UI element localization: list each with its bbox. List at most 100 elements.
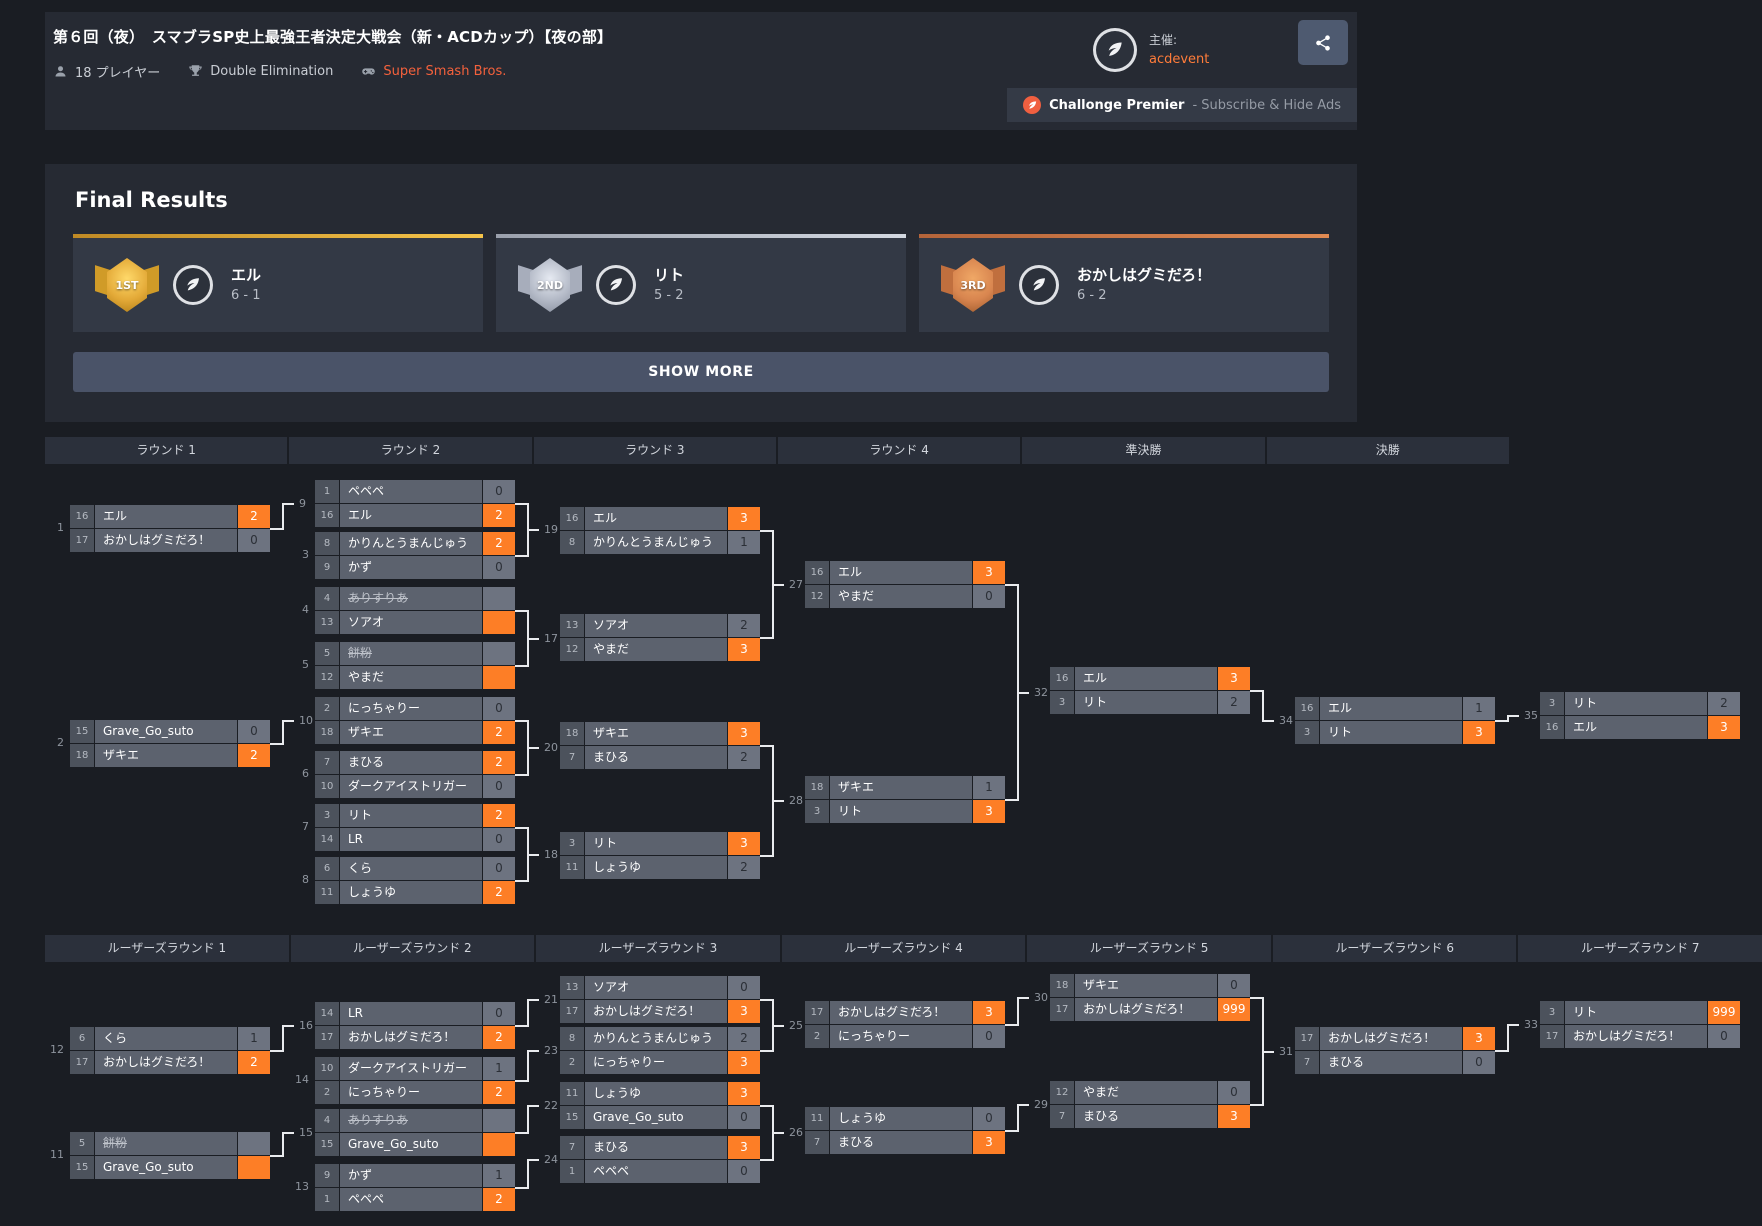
player-row[interactable]: 10 ダークアイストリガー 0	[315, 775, 515, 798]
player-row[interactable]: 3 リト 2	[1540, 692, 1740, 715]
game-link[interactable]: Super Smash Bros.	[361, 64, 506, 79]
match[interactable]: 11 5 餅粉 15 Grave_Go_suto	[50, 1132, 270, 1180]
match[interactable]: 17 おかしはグミだろ！ 3 2 にっちゃりー 0	[805, 1001, 1005, 1049]
player-row[interactable]: 9 かず 0	[315, 556, 515, 579]
player-row[interactable]: 11 しょうゆ 0	[805, 1107, 1005, 1130]
player-row[interactable]: 13 ソアオ	[315, 611, 515, 634]
player-row[interactable]: 12 やまだ 3	[560, 638, 760, 661]
player-row[interactable]: 12 やまだ	[315, 666, 515, 689]
player-row[interactable]: 17 おかしはグミだろ！ 0	[70, 529, 270, 552]
match[interactable]: 3 8 かりんとうまんじゅう 2 9 かず 0	[302, 532, 515, 580]
match[interactable]: 7 3 リト 2 14 LR 0	[302, 804, 515, 852]
player-row[interactable]: 12 やまだ 0	[1050, 1081, 1250, 1104]
match[interactable]: 4 ありすりあ 15 Grave_Go_suto	[315, 1109, 515, 1157]
player-row[interactable]: 3 リト 999	[1540, 1001, 1740, 1024]
player-row[interactable]: 8 かりんとうまんじゅう 1	[560, 531, 760, 554]
player-row[interactable]: 15 Grave_Go_suto 0	[560, 1106, 760, 1129]
player-row[interactable]: 3 リト 3	[560, 832, 760, 855]
match[interactable]: 1 ペペペ 0 16 エル 2	[315, 480, 515, 528]
organizer-avatar[interactable]	[1093, 28, 1137, 72]
player-row[interactable]: 3 リト 2	[1050, 691, 1250, 714]
player-row[interactable]: 8 かりんとうまんじゅう 2	[315, 532, 515, 555]
placement-card-2nd[interactable]: 2ND リト 5 - 2	[496, 234, 906, 332]
player-row[interactable]: 15 Grave_Go_suto	[70, 1156, 270, 1179]
match[interactable]: 18 ザキエ 0 17 おかしはグミだろ！ 999	[1050, 974, 1250, 1022]
match[interactable]: 13 ソアオ 2 12 やまだ 3	[560, 614, 760, 662]
player-row[interactable]: 7 まひる 3	[1050, 1105, 1250, 1128]
player-row[interactable]: 16 エル 2	[315, 504, 515, 527]
player-row[interactable]: 14 LR 0	[315, 828, 515, 851]
player-row[interactable]: 7 まひる 2	[560, 746, 760, 769]
match[interactable]: 13 9 かず 1 1 ペペペ 2	[295, 1164, 515, 1212]
player-row[interactable]: 5 餅粉	[70, 1132, 270, 1155]
player-row[interactable]: 18 ザキエ 2	[315, 721, 515, 744]
player-row[interactable]: 2 にっちゃりー 0	[315, 697, 515, 720]
match[interactable]: 11 しょうゆ 0 7 まひる 3	[805, 1107, 1005, 1155]
player-row[interactable]: 1 ペペペ 0	[560, 1160, 760, 1183]
match[interactable]: 16 エル 3 12 やまだ 0	[805, 561, 1005, 609]
match[interactable]: 1 16 エル 2 17 おかしはグミだろ！ 0	[57, 505, 270, 553]
player-row[interactable]: 2 にっちゃりー 0	[805, 1025, 1005, 1048]
player-row[interactable]: 7 まひる 0	[1295, 1051, 1495, 1074]
player-row[interactable]: 13 ソアオ 2	[560, 614, 760, 637]
player-row[interactable]: 14 LR 0	[315, 1002, 515, 1025]
match[interactable]: 5 5 餅粉 12 やまだ	[302, 642, 515, 690]
match[interactable]: 16 エル 3 3 リト 2	[1050, 667, 1250, 715]
player-row[interactable]: 18 ザキエ 2	[70, 744, 270, 767]
player-row[interactable]: 7 まひる 3	[805, 1131, 1005, 1154]
match[interactable]: 3 リト 999 17 おかしはグミだろ！ 0	[1540, 1001, 1740, 1049]
match[interactable]: 16 エル 1 3 リト 3	[1295, 697, 1495, 745]
player-row[interactable]: 17 おかしはグミだろ！ 2	[315, 1026, 515, 1049]
host-link[interactable]: acdevent	[1149, 52, 1210, 67]
player-row[interactable]: 17 おかしはグミだろ！ 999	[1050, 998, 1250, 1021]
match[interactable]: 16 エル 3 8 かりんとうまんじゅう 1	[560, 507, 760, 555]
player-row[interactable]: 18 ザキエ 0	[1050, 974, 1250, 997]
player-row[interactable]: 13 ソアオ 0	[560, 976, 760, 999]
player-row[interactable]: 12 やまだ 0	[805, 585, 1005, 608]
premier-banner[interactable]: Challonge Premier - Subscribe & Hide Ads	[1007, 88, 1357, 122]
match[interactable]: 8 6 くら 0 11 しょうゆ 2	[302, 857, 515, 905]
player-row[interactable]: 7 まひる 2	[315, 751, 515, 774]
match[interactable]: 2 15 Grave_Go_suto 0 18 ザキエ 2	[57, 720, 270, 768]
player-row[interactable]: 1 ペペペ 2	[315, 1188, 515, 1211]
player-row[interactable]: 1 ペペペ 0	[315, 480, 515, 503]
player-row[interactable]: 7 まひる 3	[560, 1136, 760, 1159]
player-row[interactable]: 17 おかしはグミだろ！ 3	[1295, 1027, 1495, 1050]
player-row[interactable]: 15 Grave_Go_suto	[315, 1133, 515, 1156]
match[interactable]: 4 4 ありすりあ 13 ソアオ	[302, 587, 515, 635]
match[interactable]: 12 やまだ 0 7 まひる 3	[1050, 1081, 1250, 1129]
player-row[interactable]: 11 しょうゆ 3	[560, 1082, 760, 1105]
player-row[interactable]: 11 しょうゆ 2	[560, 856, 760, 879]
match[interactable]: 6 7 まひる 2 10 ダークアイストリガー 0	[302, 751, 515, 799]
player-row[interactable]: 9 かず 1	[315, 1164, 515, 1187]
player-row[interactable]: 2 にっちゃりー 3	[560, 1051, 760, 1074]
player-row[interactable]: 3 リト 3	[1295, 721, 1495, 744]
player-row[interactable]: 16 エル 3	[560, 507, 760, 530]
player-row[interactable]: 17 おかしはグミだろ！ 0	[1540, 1025, 1740, 1048]
player-row[interactable]: 4 ありすりあ	[315, 587, 515, 610]
match[interactable]: 13 ソアオ 0 17 おかしはグミだろ！ 3	[560, 976, 760, 1024]
player-row[interactable]: 6 くら 0	[315, 857, 515, 880]
match[interactable]: 8 かりんとうまんじゅう 2 2 にっちゃりー 3	[560, 1027, 760, 1075]
show-more-button[interactable]: SHOW MORE	[73, 352, 1329, 392]
placement-card-3rd[interactable]: 3RD おかしはグミだろ！ 6 - 2	[919, 234, 1329, 332]
player-row[interactable]: 3 リト 3	[805, 800, 1005, 823]
player-row[interactable]: 10 ダークアイストリガー 1	[315, 1057, 515, 1080]
match[interactable]: 14 10 ダークアイストリガー 1 2 にっちゃりー 2	[295, 1057, 515, 1105]
player-row[interactable]: 16 エル 3	[805, 561, 1005, 584]
player-row[interactable]: 5 餅粉	[315, 642, 515, 665]
player-row[interactable]: 16 エル 3	[1540, 716, 1740, 739]
match[interactable]: 14 LR 0 17 おかしはグミだろ！ 2	[315, 1002, 515, 1050]
player-row[interactable]: 2 にっちゃりー 2	[315, 1081, 515, 1104]
player-row[interactable]: 15 Grave_Go_suto 0	[70, 720, 270, 743]
player-row[interactable]: 17 おかしはグミだろ！ 2	[70, 1051, 270, 1074]
player-row[interactable]: 4 ありすりあ	[315, 1109, 515, 1132]
player-row[interactable]: 16 エル 2	[70, 505, 270, 528]
match[interactable]: 3 リト 2 16 エル 3	[1540, 692, 1740, 740]
player-row[interactable]: 17 おかしはグミだろ！ 3	[560, 1000, 760, 1023]
match[interactable]: 7 まひる 3 1 ペペペ 0	[560, 1136, 760, 1184]
player-row[interactable]: 8 かりんとうまんじゅう 2	[560, 1027, 760, 1050]
player-row[interactable]: 18 ザキエ 1	[805, 776, 1005, 799]
player-row[interactable]: 18 ザキエ 3	[560, 722, 760, 745]
match[interactable]: 18 ザキエ 1 3 リト 3	[805, 776, 1005, 824]
